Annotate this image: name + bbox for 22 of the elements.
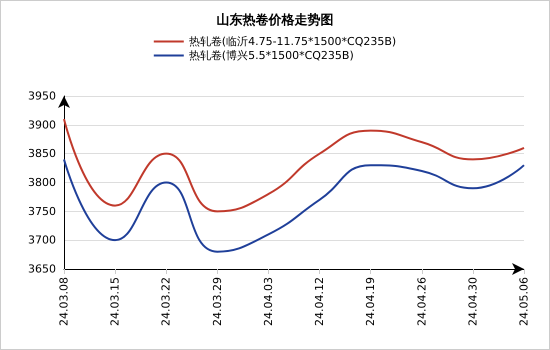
y-tick-label: 3700 [28, 234, 56, 247]
y-tick-label: 3750 [28, 204, 56, 218]
x-tick-label: 24.03.22 [160, 277, 173, 326]
line-series [63, 118, 525, 212]
y-tick-label: 3650 [28, 262, 56, 276]
y-tick-label: 3850 [28, 147, 56, 160]
x-tick-label: 24.03.15 [108, 277, 122, 326]
x-tick-label: 24.03.29 [210, 277, 224, 326]
line-series [63, 158, 525, 253]
chart-title: 山东热卷价格走势图 [216, 12, 334, 28]
y-tick-label: 3950 [28, 90, 56, 102]
x-tick-label: 24.04.03 [262, 277, 275, 326]
x-tick-label: 24.04.26 [415, 277, 428, 326]
legend-label: 热轧卷(临沂4.75-11.75*1500*CQ235B) [188, 35, 396, 48]
x-tick-label: 24.03.08 [58, 277, 70, 326]
x-tick-label: 24.04.19 [364, 277, 378, 326]
x-tick-label: 24.04.12 [313, 277, 326, 326]
y-tick-label: 3800 [28, 176, 56, 189]
x-tick-label: 24.04.30 [466, 277, 480, 326]
y-tick-label: 3900 [28, 118, 56, 132]
legend-label: 热轧卷(博兴5.5*1500*CQ235B) [188, 49, 354, 62]
x-tick-label: 24.05.06 [518, 277, 530, 326]
